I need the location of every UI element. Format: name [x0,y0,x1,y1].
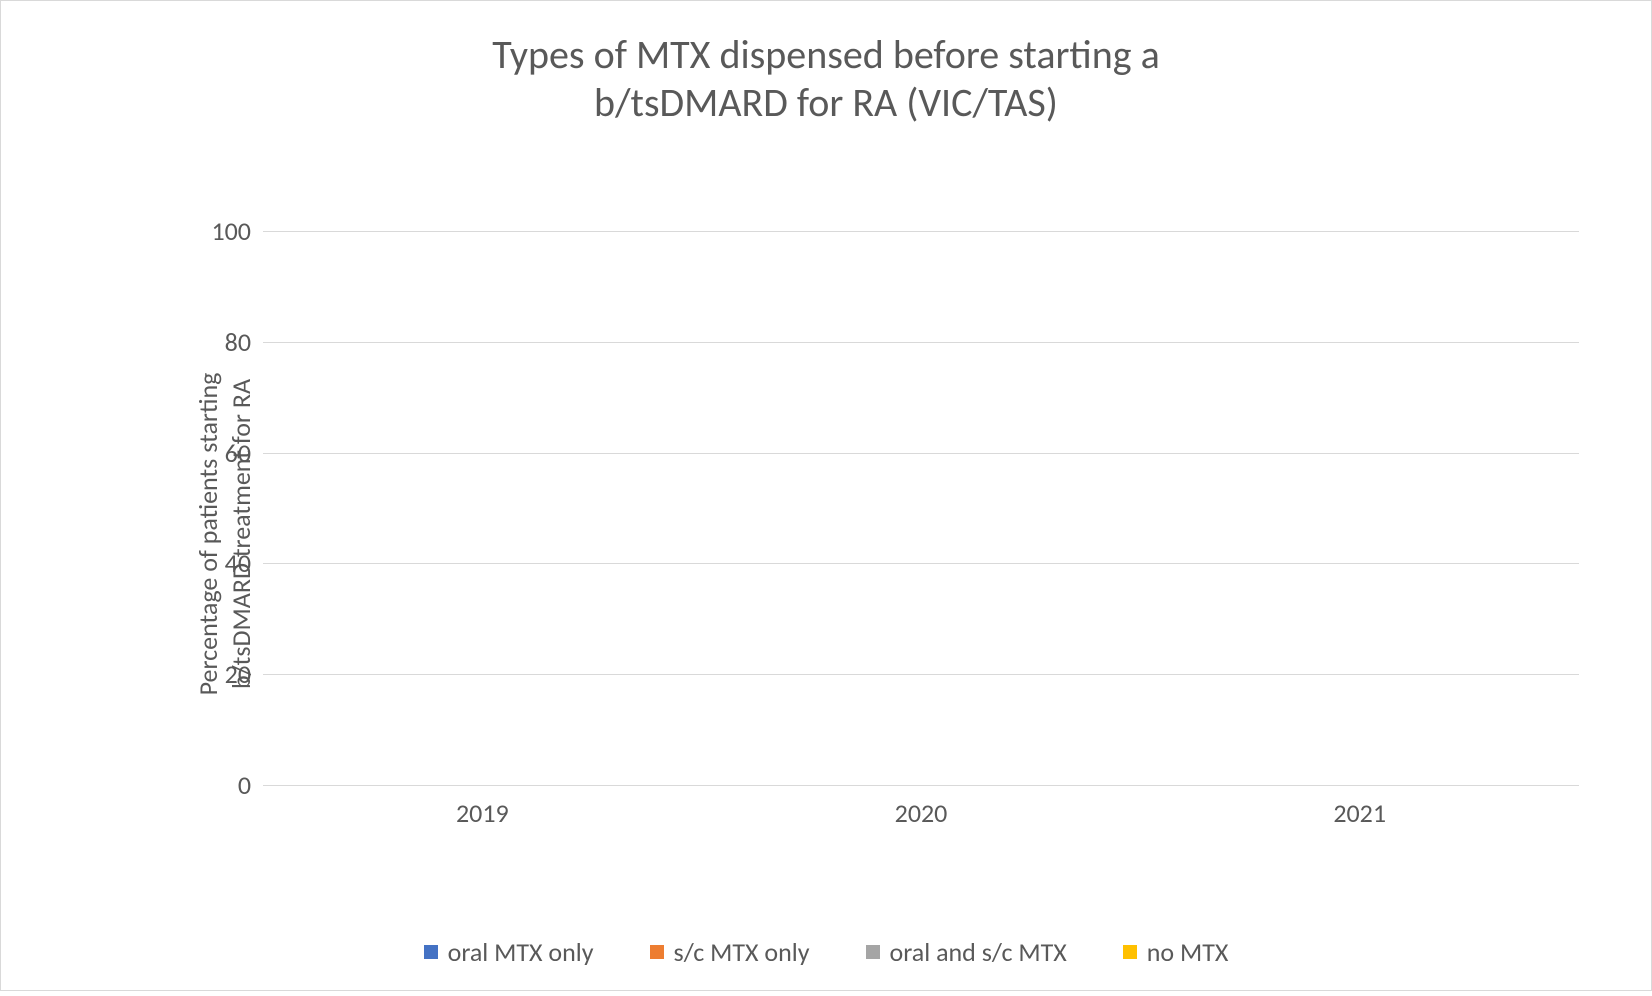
legend-swatch [424,945,438,959]
x-axis-labels: 201920202021 [263,797,1579,829]
title-line-2: b/tsDMARD for RA (VIC/TAS) [594,78,1058,127]
plot-wrap: Percentage of patients starting b/tsDMAR… [193,231,1579,836]
legend-swatch [1123,945,1137,959]
legend-item-oral_and_sc: oral and s/c MTX [866,936,1067,968]
grid-line [263,453,1579,454]
legend-swatch [866,945,880,959]
y-tick-label: 80 [225,326,263,358]
y-tick-label: 40 [225,547,263,579]
legend-item-oral_only: oral MTX only [424,936,594,968]
y-tick-label: 0 [238,769,263,801]
y-axis-title: Percentage of patients starting b/tsDMAR… [192,372,257,695]
title-line-1: Types of MTX dispensed before starting a [492,30,1160,79]
plot-area: 201920202021 020406080100 [263,231,1579,786]
y-axis-title-line2: b/tsDMARD treatment for RA [224,378,256,688]
legend-label: s/c MTX only [674,936,810,968]
grid-line [263,563,1579,564]
grid-line [263,231,1579,232]
legend-item-no_mtx: no MTX [1123,936,1229,968]
chart-container: Types of MTX dispensed before starting a… [0,0,1652,991]
legend-item-sc_only: s/c MTX only [650,936,810,968]
chart-inner: Types of MTX dispensed before starting a… [13,31,1639,996]
y-tick-label: 100 [211,215,263,247]
y-axis-title-line1: Percentage of patients starting [192,372,224,695]
legend-label: no MTX [1147,936,1229,968]
legend: oral MTX only s/c MTX only oral and s/c MT… [13,936,1639,968]
y-tick-label: 20 [225,658,263,690]
x-tick-label: 2021 [1140,797,1579,829]
chart-title: Types of MTX dispensed before starting a… [13,31,1639,127]
bars-row [263,231,1579,785]
x-tick-label: 2020 [702,797,1141,829]
y-tick-label: 60 [225,437,263,469]
grid-line [263,674,1579,675]
legend-label: oral MTX only [448,936,594,968]
x-tick-label: 2019 [263,797,702,829]
legend-swatch [650,945,664,959]
grid-line [263,342,1579,343]
legend-label: oral and s/c MTX [890,936,1067,968]
